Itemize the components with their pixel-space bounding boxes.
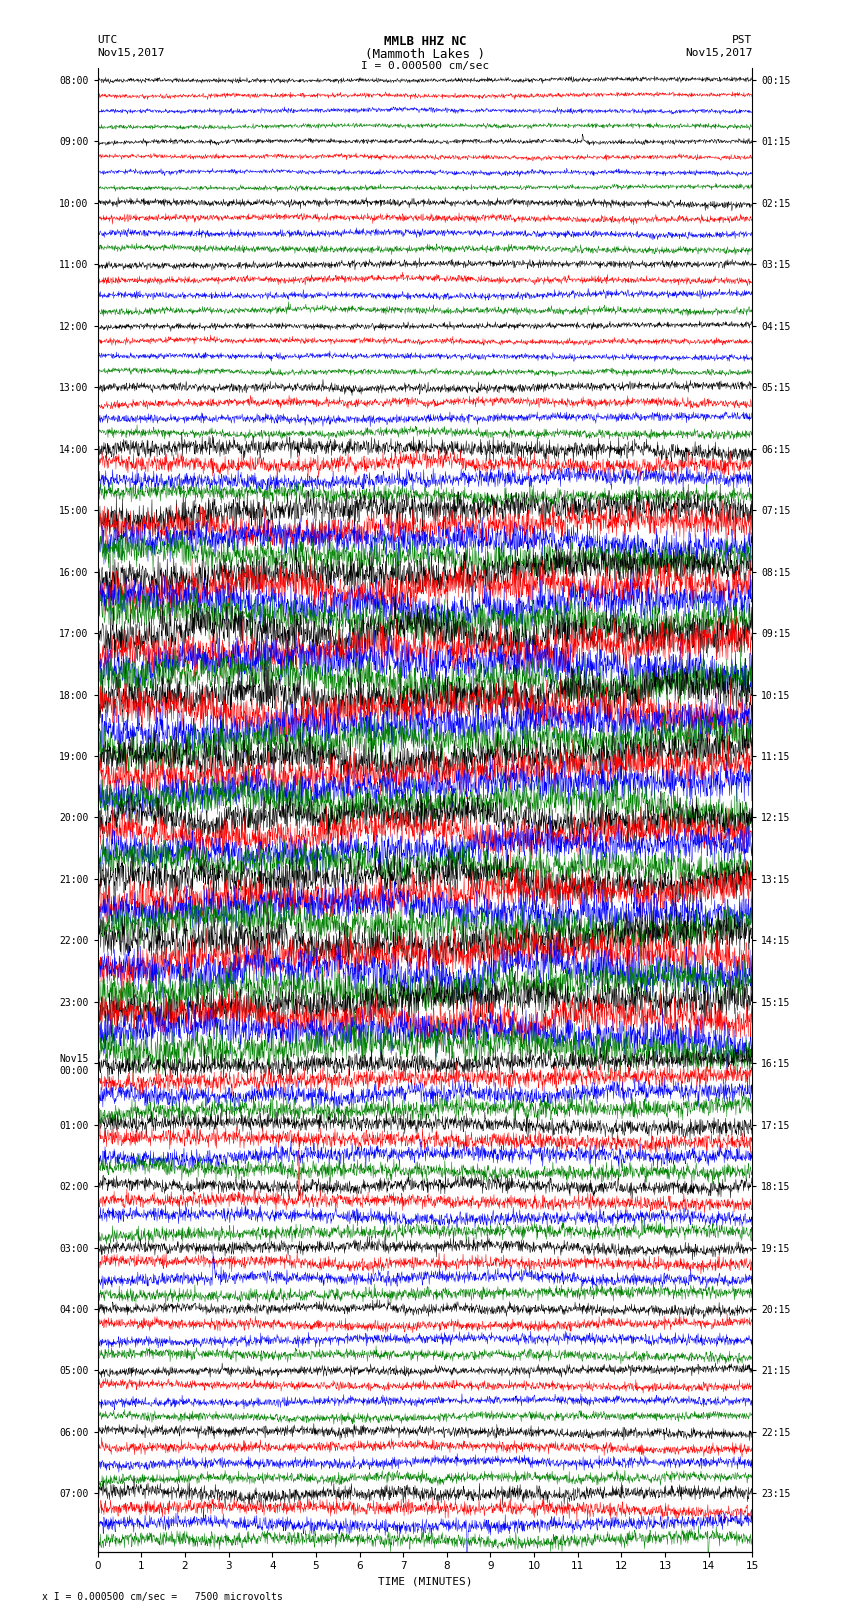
Text: Nov15,2017: Nov15,2017 [98,48,165,58]
Text: MMLB HHZ NC: MMLB HHZ NC [383,35,467,48]
Text: PST: PST [732,35,752,45]
Text: Nov15,2017: Nov15,2017 [685,48,752,58]
X-axis label: TIME (MINUTES): TIME (MINUTES) [377,1578,473,1587]
Text: I = 0.000500 cm/sec: I = 0.000500 cm/sec [361,61,489,71]
Text: UTC: UTC [98,35,118,45]
Text: (Mammoth Lakes ): (Mammoth Lakes ) [365,48,485,61]
Text: x I = 0.000500 cm/sec =   7500 microvolts: x I = 0.000500 cm/sec = 7500 microvolts [42,1592,283,1602]
